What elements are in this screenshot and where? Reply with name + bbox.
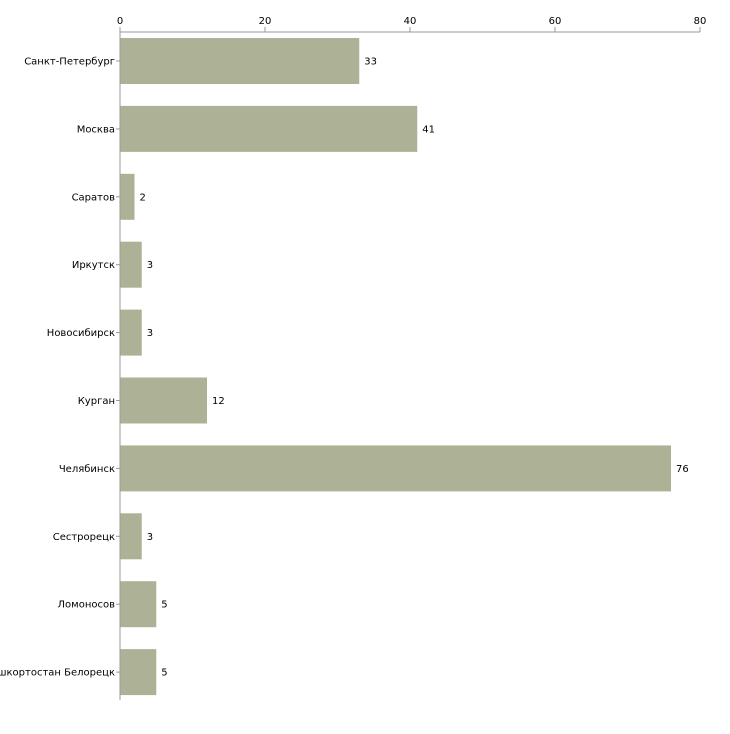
category-label: Курган bbox=[78, 396, 115, 407]
category-label: Саратов bbox=[72, 192, 116, 203]
category-label: Иркутск bbox=[72, 260, 115, 271]
bars bbox=[120, 38, 671, 696]
x-tick-label: 60 bbox=[549, 16, 562, 27]
bar bbox=[120, 649, 157, 696]
data-label: 12 bbox=[212, 396, 225, 407]
x-tick-label: 20 bbox=[259, 16, 272, 27]
bar bbox=[120, 241, 142, 288]
data-label: 3 bbox=[147, 260, 153, 271]
data-label: 3 bbox=[147, 532, 153, 543]
data-label: 5 bbox=[161, 600, 167, 611]
data-label: 3 bbox=[147, 328, 153, 339]
category-label: Санкт-Петербург bbox=[24, 57, 115, 68]
category-label: Новосибирск bbox=[47, 328, 115, 339]
bar bbox=[120, 445, 671, 492]
bar bbox=[120, 513, 142, 560]
bar bbox=[120, 173, 135, 220]
bar bbox=[120, 105, 418, 152]
bar bbox=[120, 38, 360, 84]
data-label: 76 bbox=[676, 464, 689, 475]
x-tick-label: 0 bbox=[117, 16, 123, 27]
bar bbox=[120, 581, 157, 628]
x-tick-label: 40 bbox=[404, 16, 417, 27]
y-axis: Санкт-Петербург Москва Саратов Иркутск Новос… bbox=[0, 32, 121, 700]
x-axis: 0 20 40 60 80 bbox=[117, 16, 707, 33]
data-label: 41 bbox=[422, 124, 435, 135]
x-tick-label: 80 bbox=[694, 16, 707, 27]
category-label: Челябинск bbox=[59, 464, 115, 475]
category-label: Ломоносов bbox=[58, 600, 116, 611]
bar bbox=[120, 309, 142, 356]
category-label: Башкортостан Белорецк bbox=[0, 668, 115, 679]
category-label: Москва bbox=[77, 124, 115, 135]
data-label: 5 bbox=[161, 668, 167, 679]
data-label: 2 bbox=[140, 192, 146, 203]
category-label: Сестрорецк bbox=[53, 532, 115, 543]
bar bbox=[120, 377, 207, 424]
data-label: 33 bbox=[364, 57, 377, 68]
